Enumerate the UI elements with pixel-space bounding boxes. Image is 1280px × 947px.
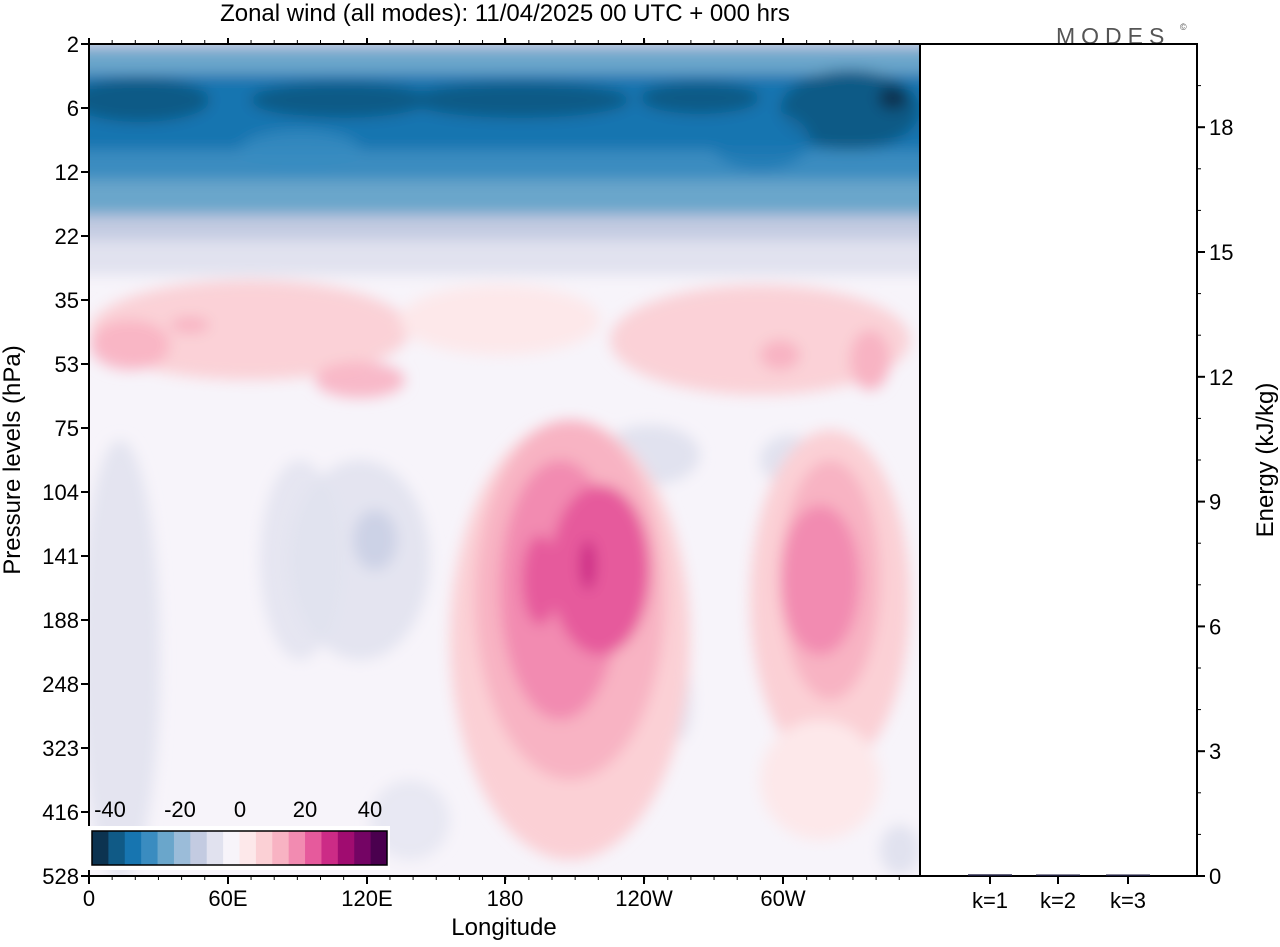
y-tick-label: 6 <box>67 96 79 121</box>
energy-frame <box>920 44 1197 876</box>
x-tick-label: 60W <box>760 886 805 911</box>
colorbar-swatch <box>240 831 257 865</box>
colorbar-swatch <box>272 831 289 865</box>
colorbar-swatch <box>354 831 371 865</box>
y-tick-label: 323 <box>42 736 79 761</box>
heatmap-field <box>59 38 950 880</box>
colorbar-tick-label: -40 <box>94 797 126 822</box>
colorbar-swatch <box>223 831 240 865</box>
colorbar-swatch <box>108 831 125 865</box>
colorbar-tick-label: 40 <box>358 797 382 822</box>
energy-y-tick-label: 3 <box>1209 739 1221 764</box>
colorbar-swatch <box>92 831 109 865</box>
colorbar-tick-label: -20 <box>164 797 196 822</box>
y-tick-label: 528 <box>42 864 79 889</box>
energy-y-tick-label: 0 <box>1209 864 1221 889</box>
colorbar-swatch <box>256 831 273 865</box>
energy-axes: 0 3 6 9 12 15 18 <box>1197 86 1233 889</box>
colorbar-swatch <box>289 831 306 865</box>
y-tick-label: 75 <box>55 416 79 441</box>
logo-text: MODES <box>1056 23 1170 49</box>
y-tick-label: 248 <box>42 672 79 697</box>
y-tick-label: 35 <box>55 288 79 313</box>
colorbar-swatch <box>125 831 142 865</box>
energy-x-tick-label: k=2 <box>1040 888 1076 913</box>
colorbar-swatch <box>338 831 355 865</box>
energy-panel: 0 3 6 9 12 15 18 k=1 k=2 k=3 Energy (kJ/kg) <box>920 44 1279 913</box>
energy-bar <box>1106 875 1150 877</box>
energy-y-tick-label: 15 <box>1209 240 1233 265</box>
x-tick-label: 180 <box>487 886 524 911</box>
chart-title: Zonal wind (all modes): 11/04/2025 00 UT… <box>220 0 790 27</box>
x-axis-label: Longitude <box>451 914 556 941</box>
x-tick-label: 0 <box>83 886 95 911</box>
energy-x-tick-label: k=3 <box>1110 888 1146 913</box>
y-axis-label: Pressure levels (hPa) <box>0 345 26 574</box>
energy-y-tick-label: 12 <box>1209 365 1233 390</box>
figure: Zonal wind (all modes): 11/04/2025 00 UT… <box>0 0 1280 942</box>
y-tick-label: 12 <box>55 160 79 185</box>
energy-y-tick-label: 9 <box>1209 490 1221 515</box>
logo-mark: © <box>1180 22 1187 32</box>
colorbar-swatch <box>141 831 158 865</box>
colorbar-swatch <box>190 831 207 865</box>
colorbar-swatch <box>207 831 224 865</box>
x-tick-label: 120W <box>615 886 673 911</box>
energy-axis-label: Energy (kJ/kg) <box>1252 383 1279 538</box>
energy-y-tick-label: 6 <box>1209 614 1221 639</box>
energy-bar <box>1036 875 1080 877</box>
colorbar-tick-label: 20 <box>293 797 317 822</box>
y-tick-label: 53 <box>55 352 79 377</box>
y-tick-label: 2 <box>67 32 79 57</box>
y-tick-label: 104 <box>42 480 79 505</box>
colorbar-swatch <box>321 831 338 865</box>
x-tick-label: 120E <box>341 886 392 911</box>
energy-bars: k=1 k=2 k=3 <box>968 874 1150 913</box>
y-tick-label: 22 <box>55 224 79 249</box>
heatmap-panel: 0 60E 120E 180 120W 60W 2 6 12 22 35 53 75 104 141 188 2… <box>0 32 950 941</box>
colorbar-swatch <box>158 831 175 865</box>
x-tick-label: 60E <box>208 886 247 911</box>
colorbar-swatch <box>371 831 388 865</box>
chart-root: Zonal wind (all modes): 11/04/2025 00 UT… <box>0 0 1280 942</box>
energy-y-tick-label: 18 <box>1209 115 1233 140</box>
y-tick-label: 141 <box>42 544 79 569</box>
energy-x-tick-label: k=1 <box>972 888 1008 913</box>
y-tick-label: 188 <box>42 608 79 633</box>
energy-bar <box>968 874 1012 876</box>
colorbar-swatch <box>305 831 322 865</box>
y-tick-label: 416 <box>42 800 79 825</box>
colorbar-tick-label: 0 <box>234 797 246 822</box>
colorbar-swatch <box>174 831 191 865</box>
